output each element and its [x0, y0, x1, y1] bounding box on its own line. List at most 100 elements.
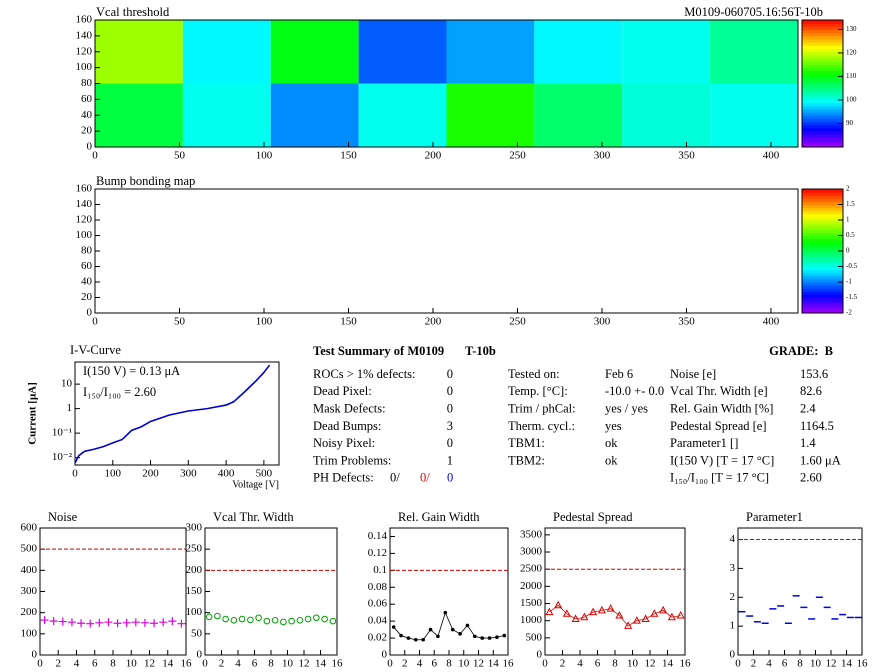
y-tick-label: 500: [526, 631, 543, 643]
colorbar-step: [802, 204, 843, 209]
marker: [255, 614, 262, 622]
y-tick-label: 1: [67, 402, 73, 414]
x-tick-label: 16: [680, 658, 692, 670]
colorbar-step: [802, 192, 843, 196]
y-tick-label: 0.04: [368, 615, 388, 627]
marker: [304, 615, 312, 623]
colorbar-step: [802, 254, 843, 258]
colorbar-step: [802, 235, 843, 240]
marker: [580, 612, 589, 621]
marker: [95, 618, 104, 627]
colorbar-step: [802, 257, 843, 261]
x-tick-label: 50: [174, 316, 186, 328]
summary-label: Trim / phCal:: [508, 401, 576, 415]
colorbar-step: [802, 198, 843, 202]
colorbar-label: -2: [846, 309, 852, 317]
y-tick-label: 500: [21, 543, 38, 555]
marker: [177, 619, 186, 628]
module-label: M0109-060705.16:56T-10b: [684, 5, 823, 19]
colorbar-step: [802, 61, 843, 65]
colorbar-step: [802, 80, 843, 84]
summary-label: Dead Bumps:: [313, 419, 381, 433]
x-tick-label: 8: [110, 658, 116, 670]
x-tick-label: 2: [219, 658, 225, 670]
colorbar-step: [802, 118, 843, 123]
x-tick-label: 0: [202, 658, 208, 670]
marker: [495, 635, 499, 640]
colorbar-step: [802, 23, 843, 27]
colorbar-step: [802, 86, 843, 91]
marker: [571, 614, 580, 622]
summary-value: 3: [447, 419, 453, 433]
marker: [659, 605, 668, 614]
y-tick-label: 1000: [520, 614, 543, 626]
colorbar-step: [802, 269, 843, 274]
heatmap-cell: [183, 189, 271, 251]
annotation: I(150 V) = 0.13 μA: [83, 364, 180, 378]
heatmap-cell: [182, 20, 271, 84]
colorbar-label: 110: [846, 72, 857, 80]
x-tick-label: 4: [235, 658, 241, 670]
marker: [113, 619, 122, 628]
summary-value: 1.4: [800, 436, 816, 450]
colorbar-step: [802, 26, 843, 31]
x-tick-label: 4: [766, 658, 772, 670]
marker: [406, 636, 411, 640]
marker: [436, 634, 440, 639]
y-tick-label: 80: [81, 77, 93, 89]
colorbar-step: [802, 272, 843, 277]
summary-value: 153.6: [800, 367, 828, 381]
heatmap-cell: [534, 83, 623, 147]
marker: [589, 607, 598, 616]
heatmap-cell: [534, 20, 623, 84]
colorbar-step: [802, 108, 843, 113]
colorbar-step: [802, 189, 843, 193]
x-tick-label: 8: [268, 658, 274, 670]
marker: [615, 610, 624, 619]
colorbar-step: [802, 42, 843, 46]
colorbar-step: [802, 241, 843, 246]
annotation: I₁₅₀/I₁₀₀ = 2.60: [83, 385, 156, 399]
x-tick-label: 200: [142, 468, 159, 480]
colorbar-step: [802, 67, 843, 72]
marker: [321, 615, 328, 623]
summary-label: Temp. [°C]:: [508, 384, 568, 398]
y-tick-label: 160: [76, 183, 93, 195]
x-tick-label: 350: [678, 316, 695, 328]
y-tick-label: 2000: [520, 580, 543, 592]
heatmap-cell: [270, 20, 359, 84]
heatmap-cell: [622, 83, 711, 147]
marker: [67, 618, 76, 627]
y-tick-label: 0.14: [368, 530, 388, 542]
summary-label: Mask Defects:: [313, 401, 386, 415]
y-tick-label: 200: [21, 606, 38, 618]
colorbar-step: [802, 260, 843, 264]
chart-title: Vcal threshold: [96, 5, 170, 19]
x-tick-label: 0: [735, 658, 741, 670]
colorbar-label: 120: [846, 49, 857, 57]
marker: [624, 621, 633, 629]
colorbar-step: [802, 232, 843, 236]
y-tick-label: 0: [730, 649, 736, 661]
y-tick-label: 0: [32, 649, 38, 661]
x-tick-label: 100: [105, 468, 122, 480]
y-tick-label: 0: [87, 141, 93, 153]
colorbar-step: [802, 306, 843, 311]
x-tick-label: 0: [387, 658, 393, 670]
colorbar-step: [802, 124, 843, 129]
x-tick-label: 300: [180, 468, 197, 480]
heatmap-cell: [622, 189, 710, 251]
colorbar-step: [802, 266, 843, 271]
summary-label: Trim Problems:: [313, 453, 391, 467]
plot-frame: [94, 188, 799, 314]
plot-frame: [544, 527, 686, 656]
x-tick-label: 6: [252, 658, 258, 670]
marker: [421, 637, 425, 642]
x-tick-label: 150: [340, 150, 357, 162]
colorbar-frame: [801, 19, 844, 148]
marker: [263, 617, 271, 625]
summary-value: 0: [447, 401, 453, 415]
summary-value: 0: [447, 384, 453, 398]
colorbar-step: [802, 220, 843, 224]
